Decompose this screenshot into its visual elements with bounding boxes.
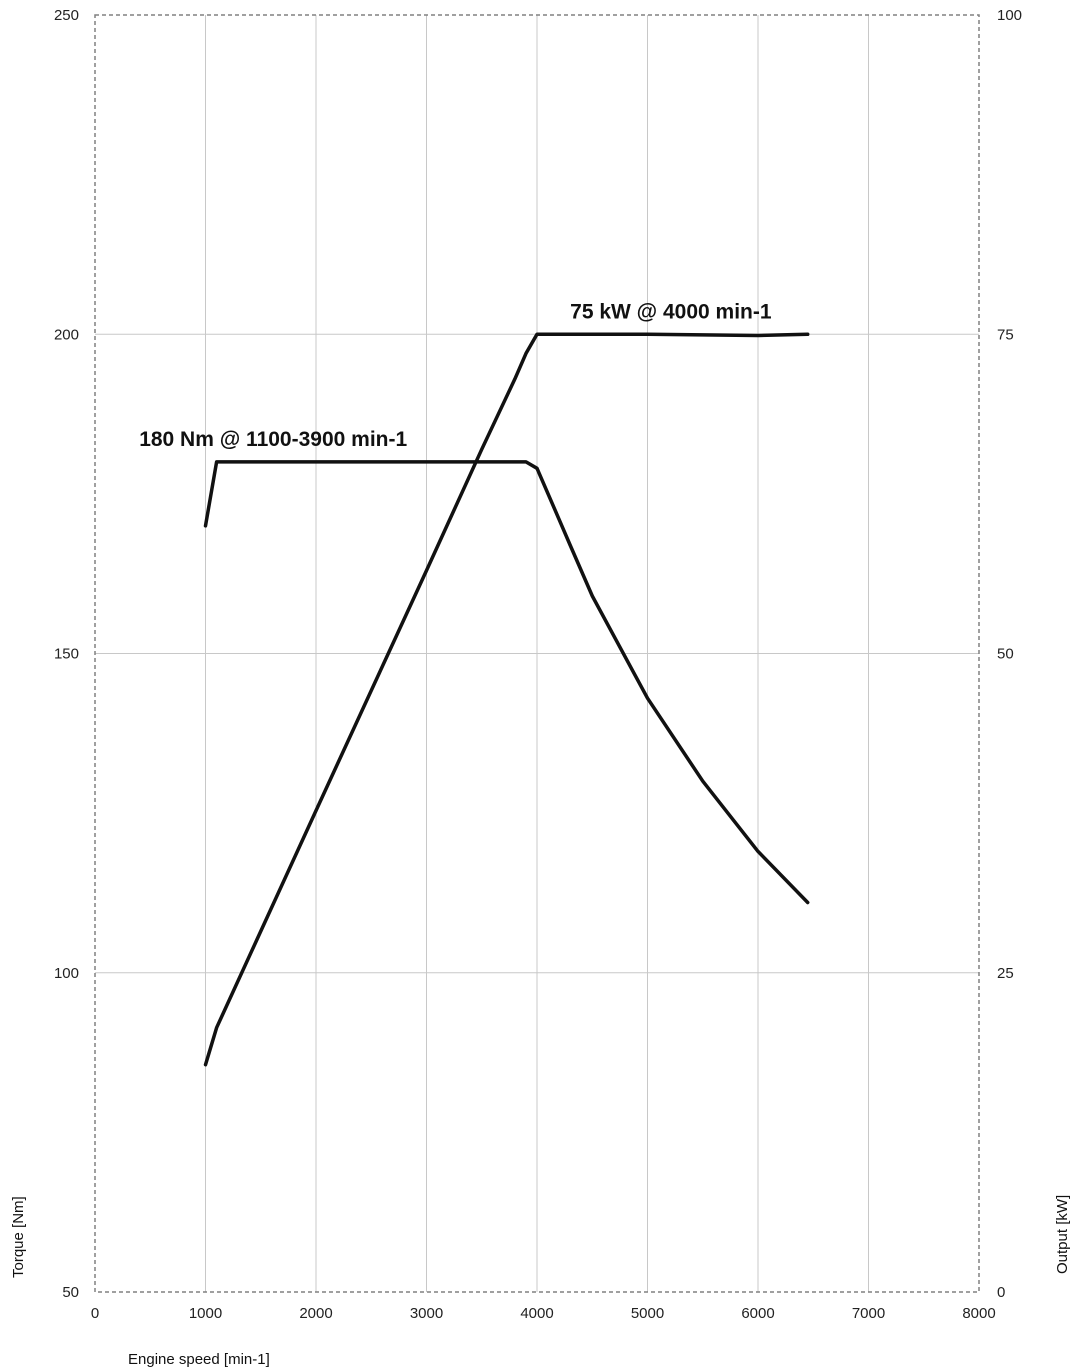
x-tick-label: 8000: [962, 1305, 995, 1322]
y-tick-label: 150: [54, 646, 79, 663]
x-tick-label: 3000: [410, 1305, 443, 1322]
gridlines: [95, 15, 979, 1292]
x-tick-label: 0: [91, 1305, 99, 1322]
annotations: 180 Nm @ 1100-3900 min-1 75 kW @ 4000 min…: [139, 300, 772, 451]
x-tick-label: 5000: [631, 1305, 664, 1322]
output-curve: [203, 332, 810, 1067]
x-tick-label: 4000: [520, 1305, 553, 1322]
torque-curve: [203, 460, 810, 905]
y2-tick-labels: 0 25 50 75 100: [997, 7, 1022, 1301]
x-tick-labels: 0 1000 2000 3000 4000 5000 6000 7000 8000: [91, 1305, 996, 1322]
y2-tick-label: 25: [997, 965, 1014, 982]
y-tick-label: 50: [62, 1284, 79, 1301]
x-tick-label: 2000: [299, 1305, 332, 1322]
x-tick-label: 7000: [852, 1305, 885, 1322]
y-tick-labels: 50 100 150 200 250: [54, 7, 79, 1301]
y2-tick-label: 50: [997, 646, 1014, 663]
x-tick-label: 1000: [189, 1305, 222, 1322]
torque-annotation: 180 Nm @ 1100-3900 min-1: [139, 428, 407, 451]
series-layer: [203, 332, 810, 1067]
y-tick-label: 200: [54, 326, 79, 343]
y-axis-label: Torque [Nm]: [10, 1196, 27, 1278]
x-axis-label: Engine speed [min-1]: [128, 1351, 270, 1368]
y2-tick-label: 100: [997, 7, 1022, 24]
y2-tick-label: 75: [997, 326, 1014, 343]
y-tick-label: 100: [54, 965, 79, 982]
y2-tick-label: 0: [997, 1284, 1005, 1301]
x-tick-label: 6000: [741, 1305, 774, 1322]
y-tick-label: 250: [54, 7, 79, 24]
output-annotation: 75 kW @ 4000 min-1: [570, 300, 772, 323]
y2-axis-label: Output [kW]: [1054, 1195, 1071, 1274]
plot-frame: [94, 14, 980, 1293]
